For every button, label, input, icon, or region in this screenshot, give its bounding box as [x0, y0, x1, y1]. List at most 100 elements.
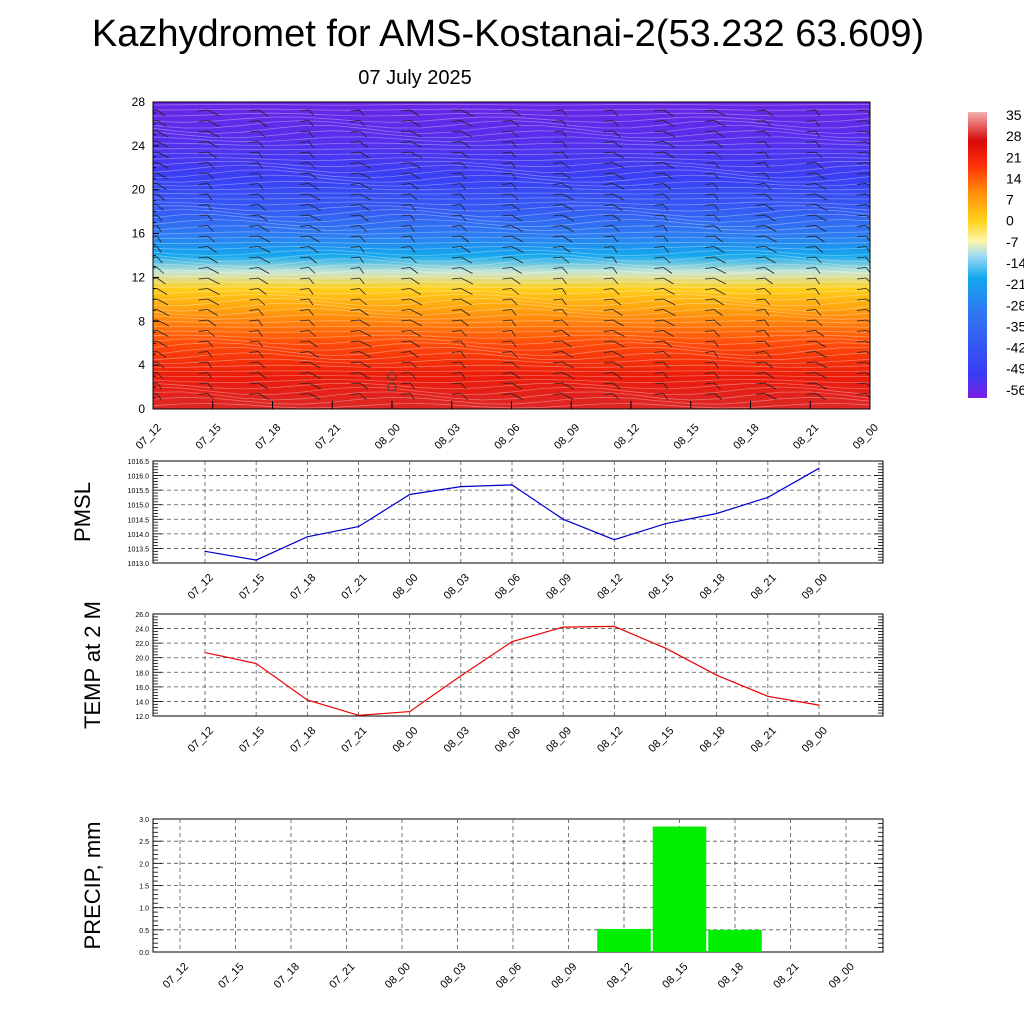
wind-barb — [350, 141, 369, 148]
wind-barb — [198, 109, 220, 117]
wind-barb — [153, 246, 162, 253]
wind-barb — [299, 340, 318, 348]
wind-barb — [553, 130, 567, 138]
wind-barb — [553, 151, 569, 159]
wind-barb — [153, 235, 162, 243]
wind-barb — [401, 298, 423, 306]
wind-barb — [249, 214, 268, 222]
data-point — [255, 662, 257, 665]
wind-barb — [502, 151, 517, 159]
wind-barb — [654, 120, 675, 127]
wind-barb — [249, 256, 271, 264]
wind-barb — [153, 382, 163, 390]
wind-barb — [654, 225, 668, 232]
wind-barb — [401, 277, 420, 285]
wind-barb — [806, 193, 828, 201]
isoline — [153, 290, 870, 295]
wind-barb — [451, 214, 467, 222]
wind-barb — [654, 130, 676, 138]
wind-barb — [153, 225, 162, 232]
wind-barb — [603, 267, 618, 274]
wind-barb — [249, 351, 264, 358]
wind-barb — [705, 246, 725, 253]
wind-barb — [153, 183, 167, 190]
wind-barb — [553, 193, 574, 201]
wind-barb — [249, 309, 264, 316]
panel-ylabel: PMSL — [70, 482, 95, 542]
x-tick-label: 08_09 — [544, 572, 574, 602]
wind-barb — [806, 372, 828, 379]
wind-barb — [198, 214, 213, 222]
colorbar-label: -42 — [1006, 340, 1024, 356]
x-tick-label: 07_15 — [237, 572, 267, 602]
wind-barb — [350, 151, 370, 159]
wind-barb — [806, 393, 826, 400]
y-tick-label: 1014.0 — [128, 532, 150, 539]
wind-barb — [654, 351, 671, 358]
wind-barb — [705, 288, 726, 295]
wind-barb — [451, 361, 466, 369]
wind-barb — [856, 277, 870, 283]
wind-barb — [153, 351, 167, 358]
y-tick-label: 4 — [138, 358, 145, 372]
wind-barb — [705, 372, 720, 379]
wind-barb — [856, 372, 870, 376]
wind-barb — [705, 309, 723, 316]
wind-barb — [755, 340, 771, 348]
x-tick-label: 08_12 — [595, 725, 625, 755]
wind-barb — [654, 382, 668, 390]
wind-barb — [654, 246, 670, 253]
x-tick-label: 07_12 — [134, 422, 164, 452]
isoline — [153, 294, 870, 301]
wind-barb — [249, 267, 270, 274]
wind-barb — [654, 172, 673, 180]
wind-barb — [401, 319, 423, 327]
wind-barb — [654, 319, 675, 327]
figure-subtitle: 07 July 2025 — [358, 67, 471, 89]
isoline — [153, 180, 870, 187]
wind-barb — [350, 183, 372, 190]
x-tick-label: 07_21 — [313, 422, 343, 452]
y-tick-label: 20 — [132, 183, 146, 197]
wind-barb — [502, 393, 524, 400]
y-tick-label: 28 — [132, 95, 146, 109]
x-tick-label: 08_06 — [493, 572, 523, 602]
wind-barb — [401, 246, 416, 253]
y-tick-label: 8 — [138, 314, 145, 328]
y-tick-label: 24.0 — [135, 627, 149, 634]
wind-barb — [553, 204, 575, 211]
wind-barb — [451, 393, 469, 400]
x-tick-label: 07_21 — [339, 725, 369, 755]
isoline — [153, 307, 870, 316]
wind-barb — [856, 382, 870, 388]
wind-barb — [350, 309, 369, 316]
wind-barb — [502, 109, 521, 117]
data-point — [613, 625, 615, 627]
wind-barb — [856, 225, 870, 231]
wind-barb — [603, 214, 622, 222]
wind-barb — [401, 183, 419, 190]
wind-barb — [451, 340, 467, 348]
wind-barb — [401, 361, 417, 369]
wind-barb — [755, 256, 776, 264]
wind-barb — [249, 319, 263, 327]
figure-title: Kazhydromet for AMS-Kostanai-2(53.232 63… — [92, 13, 924, 55]
data-point — [613, 539, 615, 541]
wind-barb — [856, 151, 870, 155]
wind-barb — [153, 204, 164, 211]
y-tick-label: 12.0 — [135, 714, 149, 721]
x-tick-label: 08_09 — [552, 422, 582, 452]
wind-barb — [553, 214, 575, 222]
wind-barb — [806, 172, 826, 180]
wind-barb — [603, 330, 625, 337]
wind-barb — [401, 162, 422, 169]
pmsl-panel: 1013.0 1013.5 1014.0 1014.5 1015.0 1015.5 1016… — [70, 459, 884, 602]
wind-barb — [502, 361, 520, 369]
data-point — [818, 704, 820, 706]
x-tick-label: 08_15 — [660, 961, 690, 991]
wind-barb — [553, 183, 573, 190]
wind-barb — [502, 214, 522, 222]
wind-barb — [553, 109, 568, 117]
wind-barb — [299, 204, 321, 211]
x-tick-label: 07_12 — [186, 572, 216, 602]
